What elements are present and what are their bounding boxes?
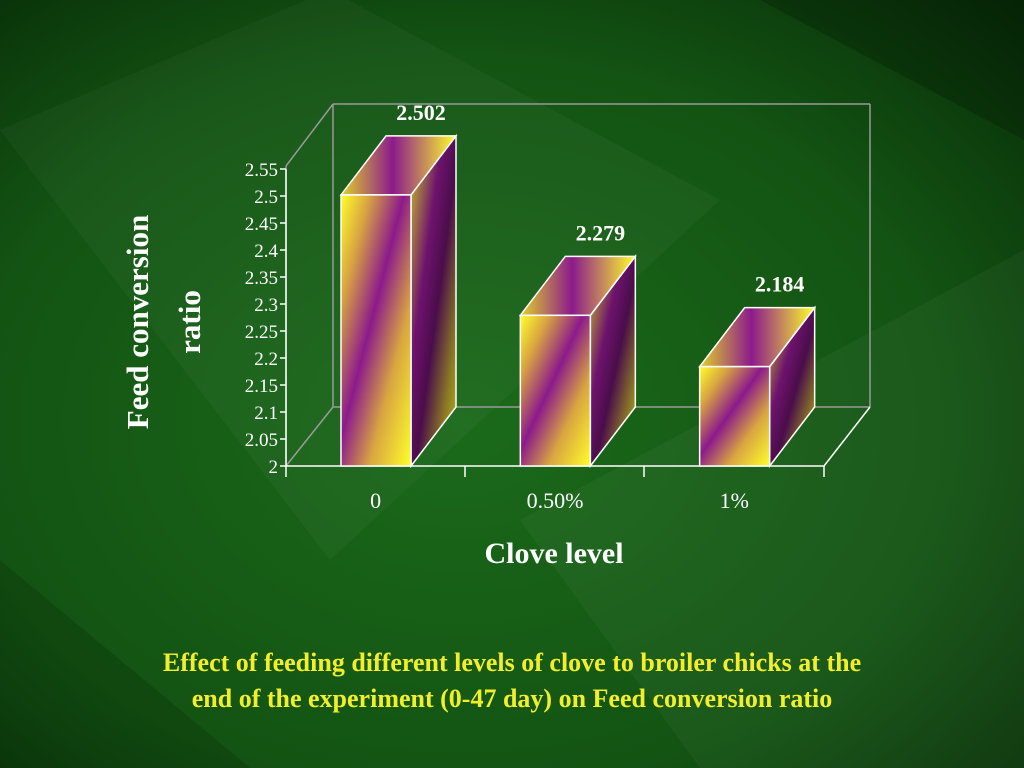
x-tick-label: 0 [370,488,381,513]
y-tick-label: 2.15 [245,376,278,397]
y-tick-label: 2.4 [254,241,278,262]
chart-caption: Effect of feeding different levels of cl… [40,645,984,717]
y-tick-label: 2.3 [254,295,278,316]
caption-line-2: end of the experiment (0-47 day) on Feed… [191,684,833,713]
y-tick-label: 2 [269,457,279,478]
x-tick-label: 1% [720,488,749,513]
y-tick-label: 2.05 [245,430,278,451]
y-tick-label: 2.25 [245,322,278,343]
y-axis-title-line-2: ratio [172,290,207,354]
y-tick-label: 2.5 [254,187,278,208]
bar-2 [518,254,637,469]
bar-front [698,365,771,467]
caption-line-1: Effect of feeding different levels of cl… [162,648,862,677]
y-tick-label: 2.1 [254,403,278,424]
x-axis-title: Clove level [484,537,623,570]
bar-front [519,314,592,467]
bar-3 [698,305,817,469]
y-tick-label: 2.45 [245,214,278,235]
y-axis-title: Feed conversion ratio [120,215,207,429]
y-tick-label: 2.2 [254,349,278,370]
x-tick-label: 0.50% [527,488,584,513]
y-axis-title-line-1: Feed conversion [120,215,155,429]
y-tick-label: 2.35 [245,268,278,289]
bar-front [340,194,412,467]
bar-1 [339,133,458,469]
labels: 2.502 0 2.279 0.50% 2.184 1% [370,100,804,513]
y-axis-ticks: 2 2.05 2.1 2.15 2.2 2.25 2.3 2.35 2.4 2.45 2.5 2.55 [245,160,287,478]
y-tick-label: 2.55 [245,160,278,181]
data-label: 2.184 [755,272,805,297]
x-axis-ticks [285,466,825,477]
bars [339,133,817,469]
data-label: 2.279 [576,220,626,245]
data-label: 2.502 [396,100,446,125]
